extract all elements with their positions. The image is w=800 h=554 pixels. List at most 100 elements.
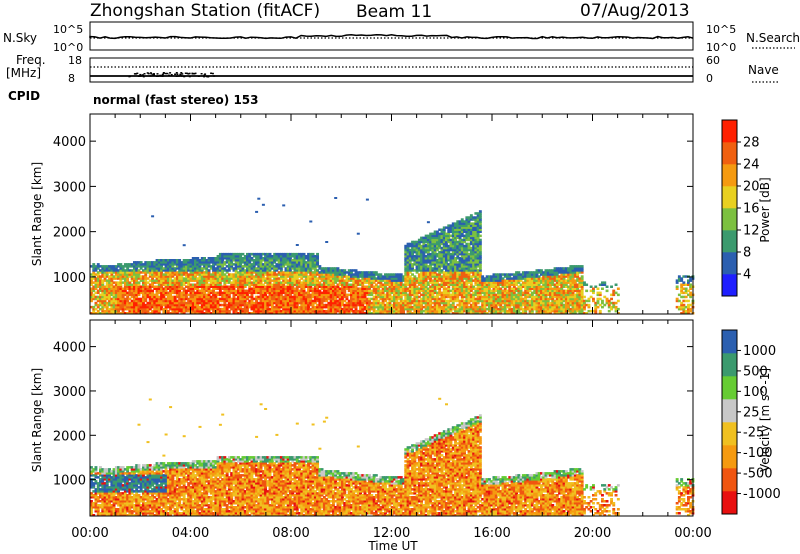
heatmap-cell [282, 259, 286, 262]
heatmap-cell [175, 279, 179, 282]
heatmap-cell [282, 271, 286, 274]
heatmap-cell [237, 265, 240, 268]
heatmap-cell [327, 283, 331, 286]
heatmap-cell [388, 287, 392, 290]
heatmap-cell [166, 277, 170, 280]
heatmap-cell [411, 293, 414, 297]
heatmap-cell [284, 281, 288, 284]
heatmap-cell [146, 309, 150, 313]
heatmap-cell [196, 295, 200, 299]
heatmap-cell [361, 277, 365, 280]
heatmap-cell [241, 307, 245, 311]
heatmap-cell [481, 312, 485, 315]
heatmap-cell [110, 283, 114, 286]
heatmap-cell [460, 312, 464, 315]
heatmap-cell [472, 248, 476, 252]
heatmap-cell [390, 281, 394, 284]
heatmap-cell [347, 287, 351, 290]
heatmap-cell [225, 307, 229, 311]
heatmap-cell [415, 301, 419, 305]
heatmap-cell [469, 312, 473, 315]
heatmap-cell [393, 283, 396, 286]
heatmap-cell [232, 279, 236, 282]
heatmap-cell [426, 301, 430, 305]
heatmap-cell [343, 293, 347, 297]
heatmap-cell [227, 309, 231, 313]
heatmap-cell [365, 293, 369, 297]
heatmap-cell [214, 291, 218, 295]
heatmap-cell [318, 309, 322, 313]
heatmap-cell [413, 269, 417, 272]
heatmap-cell [413, 289, 417, 293]
heatmap-cell [187, 267, 191, 270]
heatmap-cell [289, 265, 292, 268]
heatmap-cell [325, 279, 329, 282]
heatmap-cell [128, 291, 132, 295]
heatmap-cell [393, 293, 396, 297]
heatmap-cell [456, 224, 460, 227]
heatmap-cell [454, 236, 457, 240]
heatmap-cell [268, 261, 272, 264]
heatmap-cell [325, 312, 329, 315]
heatmap-cell [352, 309, 356, 313]
heatmap-cell [438, 297, 442, 301]
heatmap-cell [426, 255, 430, 258]
heatmap-cell [105, 273, 109, 276]
heatmap-cell [178, 307, 182, 311]
heatmap-cell [196, 297, 200, 301]
heatmap-cell [178, 269, 182, 272]
heatmap-cell [187, 289, 191, 293]
heatmap-cell [307, 309, 310, 313]
heatmap-cell [368, 293, 371, 297]
heatmap-cell [465, 252, 469, 256]
heatmap-cell [460, 285, 464, 288]
heatmap-cell [431, 240, 435, 244]
heatmap-cell [275, 275, 279, 278]
heatmap-cell [164, 265, 168, 268]
heatmap-cell [365, 297, 369, 301]
heatmap-cell [298, 275, 301, 278]
heatmap-cell [241, 297, 245, 301]
heatmap-cell [431, 263, 435, 266]
heatmap-cell [472, 238, 476, 242]
heatmap-cell [327, 303, 331, 307]
heatmap-cell [393, 285, 396, 288]
heatmap-cell [465, 267, 469, 270]
heatmap-cell [216, 307, 220, 311]
heatmap-cell [164, 293, 168, 297]
nave-dot [170, 74, 173, 76]
heatmap-cell [438, 299, 442, 303]
nave-dot [188, 72, 191, 75]
heatmap-cell [175, 312, 179, 315]
heatmap-cell [343, 279, 347, 282]
heatmap-cell [151, 283, 154, 286]
heatmap-cell [429, 265, 433, 268]
heatmap-cell [474, 212, 478, 215]
heatmap-cell [469, 265, 473, 268]
heatmap-cell [180, 269, 184, 272]
heatmap-cell [218, 259, 222, 262]
heatmap-cell [259, 257, 263, 260]
heatmap-cell [121, 271, 125, 274]
heatmap-cell [363, 271, 367, 274]
heatmap-cell [241, 261, 245, 264]
heatmap-cell [420, 261, 423, 264]
heatmap-cell [431, 305, 435, 309]
heatmap-cell [121, 307, 125, 311]
heatmap-cell [234, 301, 238, 305]
heatmap-cell [137, 297, 141, 301]
heatmap-cell [404, 305, 408, 309]
heatmap-cell [304, 291, 308, 295]
heatmap-cell [142, 303, 145, 307]
heatmap-cell [164, 305, 168, 309]
heatmap-cell [463, 295, 466, 299]
heatmap-cell [194, 283, 197, 286]
heatmap-cell [187, 285, 191, 288]
heatmap-cell [302, 303, 306, 307]
heatmap-cell [173, 299, 177, 303]
heatmap-cell [110, 301, 114, 305]
heatmap-cell [142, 289, 145, 293]
heatmap-cell [185, 267, 188, 270]
heatmap-cell [246, 267, 249, 270]
heatmap-cell [334, 303, 338, 307]
